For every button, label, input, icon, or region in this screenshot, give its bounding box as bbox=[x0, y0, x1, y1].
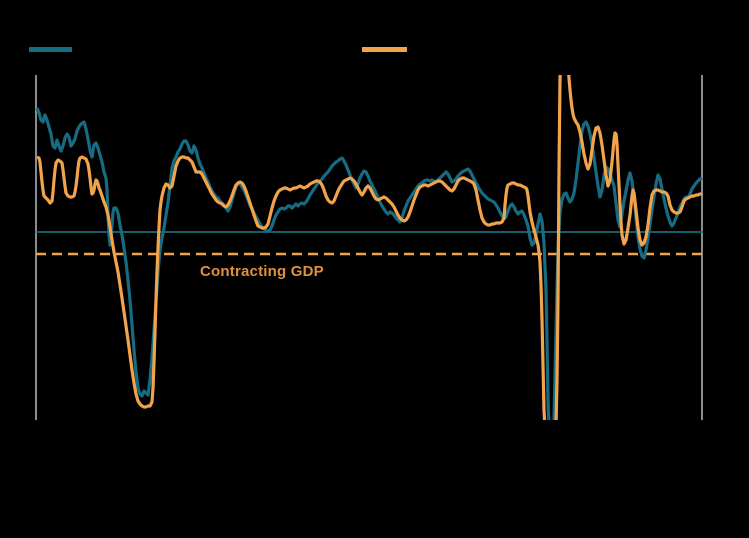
contracting-gdp-label: Contracting GDP bbox=[200, 263, 324, 280]
orange-series-legend-key bbox=[362, 47, 407, 52]
orange-line bbox=[36, 75, 702, 420]
teal-line bbox=[35, 107, 703, 420]
teal-series-legend-key bbox=[29, 47, 72, 52]
